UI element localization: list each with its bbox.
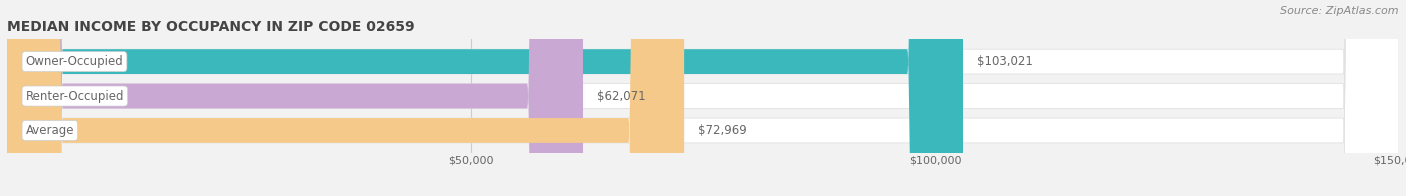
Text: $62,071: $62,071	[598, 90, 645, 103]
FancyBboxPatch shape	[7, 0, 963, 196]
FancyBboxPatch shape	[7, 0, 1399, 196]
Text: $72,969: $72,969	[697, 124, 747, 137]
Text: Average: Average	[25, 124, 75, 137]
FancyBboxPatch shape	[7, 0, 1399, 196]
Text: Owner-Occupied: Owner-Occupied	[25, 55, 124, 68]
FancyBboxPatch shape	[7, 0, 1399, 196]
FancyBboxPatch shape	[7, 0, 685, 196]
Text: Source: ZipAtlas.com: Source: ZipAtlas.com	[1281, 6, 1399, 16]
FancyBboxPatch shape	[7, 0, 583, 196]
Text: $103,021: $103,021	[977, 55, 1033, 68]
Text: MEDIAN INCOME BY OCCUPANCY IN ZIP CODE 02659: MEDIAN INCOME BY OCCUPANCY IN ZIP CODE 0…	[7, 20, 415, 34]
Text: Renter-Occupied: Renter-Occupied	[25, 90, 124, 103]
